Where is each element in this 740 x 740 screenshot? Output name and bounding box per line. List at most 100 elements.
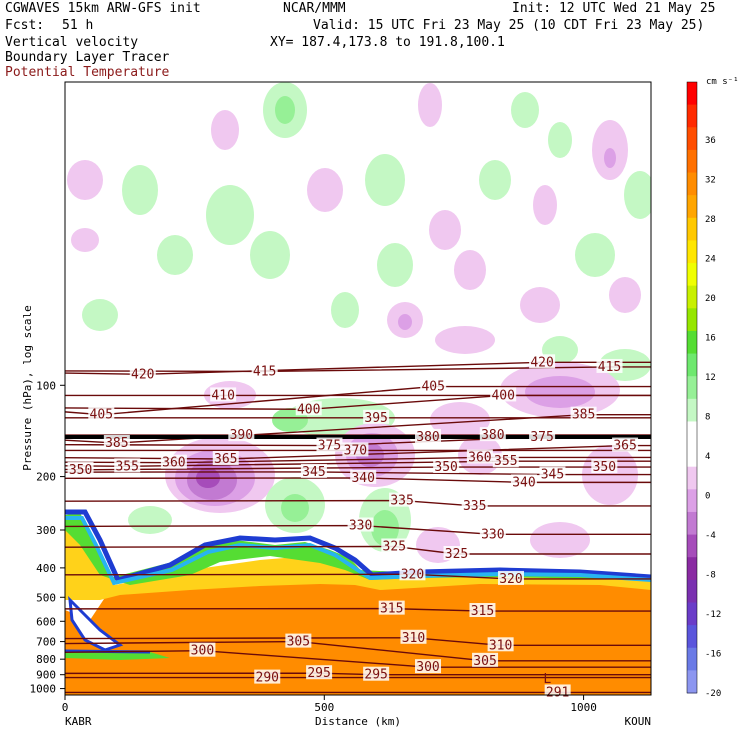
theta-label-bg <box>415 428 442 443</box>
theta-label: 315 <box>471 604 494 619</box>
theta-label-bg <box>529 354 556 369</box>
theta-label: 300 <box>416 660 439 675</box>
theta-line <box>65 545 651 555</box>
colorbar-swatch <box>687 353 697 377</box>
boundary-layer-orange <box>65 576 651 695</box>
theta-label: 350 <box>593 460 616 475</box>
colorbar-label: 0 <box>705 492 710 502</box>
colorbar-label: 28 <box>705 215 716 225</box>
colorbar-swatch <box>687 534 697 558</box>
colorbar-swatch <box>687 444 697 468</box>
theta-label: 395 <box>364 411 387 426</box>
theta-line <box>65 640 651 662</box>
theta-label-bg <box>114 458 141 473</box>
theta-label-bg <box>67 461 94 476</box>
theta-label-bg <box>210 387 237 402</box>
y-tick-label: 1000 <box>30 683 57 696</box>
theta-label: 400 <box>491 388 514 403</box>
theta-label-bg <box>363 409 390 424</box>
theta-label-bg <box>466 449 493 464</box>
colorbar-swatch <box>687 149 697 174</box>
theta-label-bg <box>189 642 216 657</box>
theta-label: 370 <box>344 443 367 458</box>
theta-label: 291 <box>546 685 569 700</box>
theta-label: 380 <box>481 428 504 443</box>
theta-label: 335 <box>463 499 486 514</box>
field-potential-temperature: Potential Temperature <box>5 65 170 80</box>
theta-label-bg <box>461 497 488 512</box>
theta-label: 335 <box>390 494 413 509</box>
theta-label-bg <box>228 427 255 442</box>
colorbar-swatch <box>687 602 697 626</box>
theta-label-bg <box>389 492 416 507</box>
colorbar-label: -8 <box>705 571 716 581</box>
theta-label-bg <box>591 459 618 474</box>
y-tick-label: 900 <box>36 669 56 682</box>
theta-label-bg <box>381 538 408 553</box>
y-tick-label: 500 <box>36 591 56 604</box>
theta-label-bg <box>347 517 374 532</box>
theta-label: 365 <box>613 439 636 454</box>
colorbar-swatch <box>687 285 697 309</box>
low-marker: L <box>543 672 551 687</box>
theta-line <box>65 499 651 507</box>
theta-label-bg <box>539 466 566 481</box>
theta-label: 305 <box>287 635 310 650</box>
theta-label-bg <box>300 463 327 478</box>
theta-line <box>65 649 651 668</box>
colorbar-frame <box>686 81 698 694</box>
theta-label: 315 <box>380 602 403 617</box>
theta-line <box>65 471 651 476</box>
theta-line <box>65 385 651 416</box>
theta-label: 360 <box>162 456 185 471</box>
theta-label: 420 <box>131 367 154 382</box>
colorbar-swatch <box>687 330 697 355</box>
theta-label: 295 <box>307 666 330 681</box>
fcst-label: Fcst: <box>5 18 45 33</box>
theta-label: 290 <box>256 671 279 686</box>
theta-label-bg <box>212 450 239 465</box>
colorbar-swatch <box>687 557 697 581</box>
colorbar-label: 12 <box>705 373 716 383</box>
colorbar-swatch <box>687 466 697 490</box>
theta-label: 345 <box>541 468 564 483</box>
theta-label: 365 <box>214 452 237 467</box>
theta-label: 320 <box>401 567 424 582</box>
theta-label-bg <box>529 428 556 443</box>
theta-line <box>65 672 651 676</box>
theta-line <box>65 607 651 612</box>
theta-label-bg <box>363 666 390 681</box>
y-tick-label: 700 <box>36 636 56 649</box>
theta-line <box>65 460 651 468</box>
colorbar-swatch <box>687 647 697 671</box>
colorbar-swatch <box>687 127 697 151</box>
theta-label: 295 <box>364 668 387 683</box>
colorbar-swatch <box>687 670 697 694</box>
theta-line <box>65 477 651 484</box>
theta-label: 310 <box>402 631 425 646</box>
org-label: NCAR/MMM <box>283 1 346 16</box>
colorbar: 36 32 28 24 20 16 12 8 4 0 -4 -8 -12 -16 -20 <box>686 81 721 699</box>
x-axis-label: Distance (km) <box>315 715 401 728</box>
theta-label: 330 <box>481 527 504 542</box>
theta-label: 310 <box>489 638 512 653</box>
theta-line <box>65 573 651 580</box>
theta-line <box>65 524 651 536</box>
boundary-layer-lower-cutoff <box>68 595 124 652</box>
colorbar-swatch <box>687 398 697 422</box>
model-title: CGWAVES 15km ARW-GFS init <box>5 1 201 16</box>
theta-label: 350 <box>434 460 457 475</box>
theta-label-bg <box>443 546 470 561</box>
theta-label: 355 <box>115 459 138 474</box>
theta-label: 340 <box>512 475 535 490</box>
theta-label: 325 <box>445 547 468 562</box>
theta-label-bg <box>472 652 499 667</box>
theta-label-bg <box>306 665 333 680</box>
theta-label-bg <box>487 637 514 652</box>
theta-label-bg <box>490 387 517 402</box>
colorbar-label: 20 <box>705 294 716 304</box>
x-tick-label: 500 <box>314 701 334 714</box>
x-axis: 0 500 1000 <box>62 695 597 714</box>
x-tick-label: 0 <box>62 701 69 714</box>
